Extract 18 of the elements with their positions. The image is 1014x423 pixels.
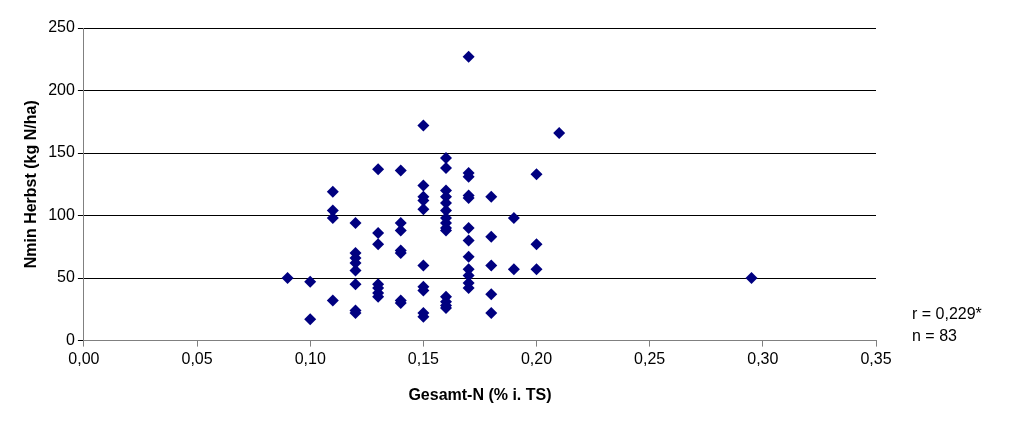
x-tick-label: 0,10 — [294, 349, 326, 367]
y-tick-label: 0 — [65, 331, 75, 349]
x-tick-label: 0,05 — [181, 349, 213, 367]
x-axis-title: Gesamt-N (% i. TS) — [408, 385, 552, 403]
text: n = 83 — [912, 327, 958, 345]
x-tick-label: 0,00 — [68, 349, 100, 367]
y-tick-label: 150 — [48, 143, 75, 161]
x-tick-label: 0,30 — [747, 349, 779, 367]
x-tick-label: 0,20 — [520, 349, 553, 367]
x-tick-label: 0,35 — [860, 349, 892, 367]
y-tick-label: 100 — [48, 205, 75, 223]
y-tick-label: 250 — [48, 18, 75, 36]
x-tick-label: 0,25 — [634, 349, 666, 367]
x-tick-label: 0,15 — [407, 349, 440, 367]
y-tick-label: 50 — [57, 268, 75, 286]
text: r = 0,229* — [912, 305, 982, 323]
y-tick-label: 200 — [48, 80, 75, 98]
y-axis-title: Nmin Herbst (kg N/ha) — [22, 100, 40, 269]
